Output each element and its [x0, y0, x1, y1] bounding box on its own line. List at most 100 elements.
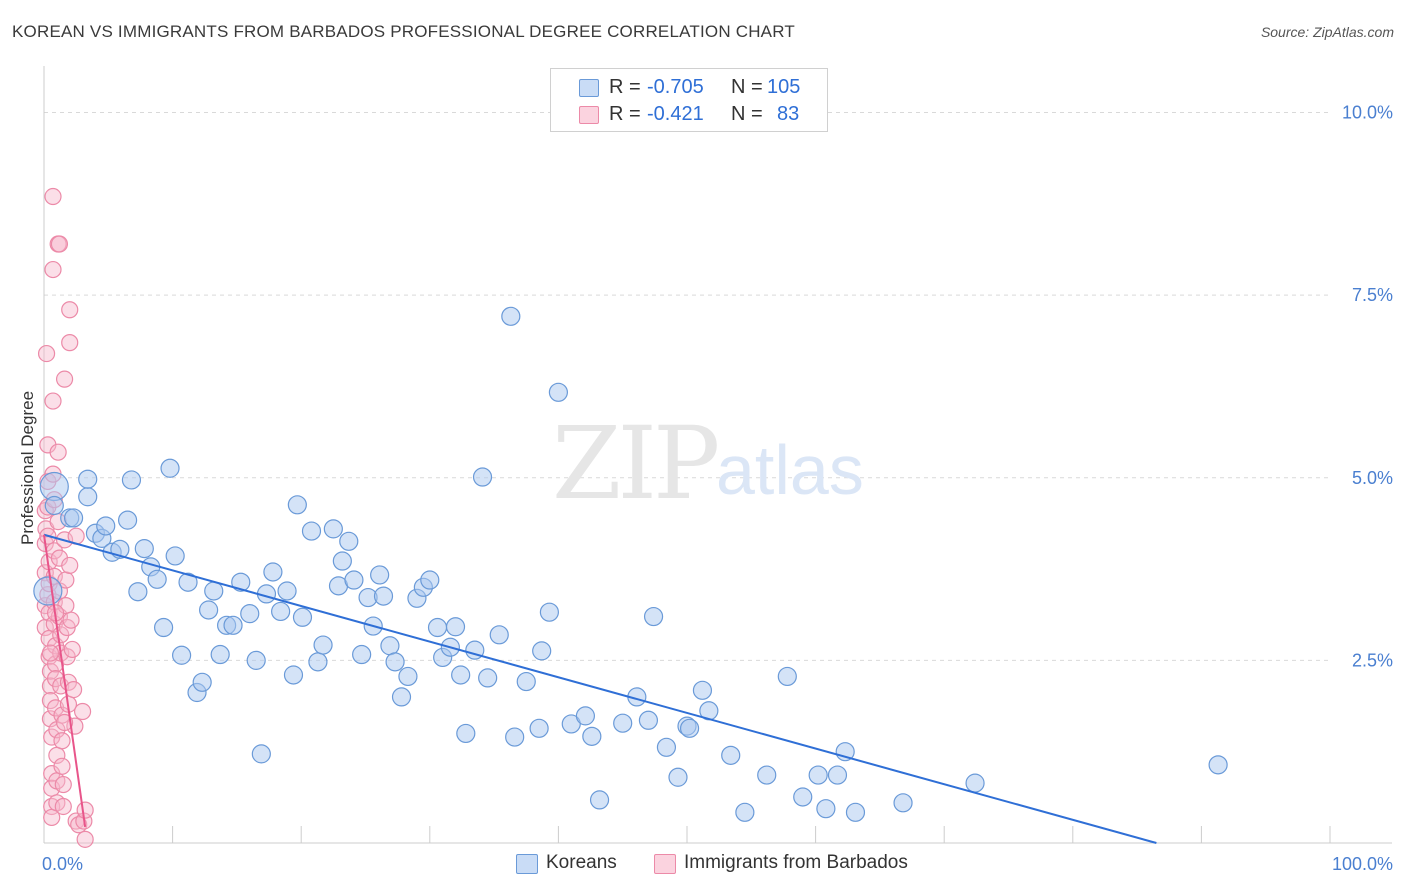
- koreans-point: [816, 799, 836, 819]
- barbados-point: [61, 556, 79, 575]
- barbados-trend-line: [43, 534, 87, 828]
- koreans-point: [575, 706, 596, 726]
- koreans-point: [199, 600, 219, 620]
- koreans-point: [456, 723, 476, 744]
- koreans-point: [398, 666, 418, 687]
- legend-n-label: N =: [731, 103, 763, 125]
- barbados-point: [44, 392, 62, 410]
- koreans-point: [808, 765, 828, 785]
- legend-r-label: R =: [609, 76, 641, 98]
- koreans-point: [283, 665, 304, 685]
- x-tick-label: 100.0%: [1332, 854, 1393, 874]
- barbados-point: [73, 702, 92, 721]
- koreans-point: [845, 802, 866, 822]
- koreans-point: [827, 765, 848, 785]
- koreans-point: [231, 572, 251, 592]
- koreans-point: [192, 672, 212, 692]
- koreans-point: [204, 581, 224, 601]
- legend-swatch-barbados: [654, 854, 676, 874]
- koreans-point: [679, 718, 700, 738]
- koreans-point: [44, 495, 64, 516]
- koreans-point: [451, 665, 471, 685]
- legend-r-value: -0.705: [647, 76, 704, 98]
- koreans-point: [352, 644, 372, 665]
- koreans-point: [643, 606, 664, 627]
- y-axis-title: Professional Degree: [18, 391, 37, 545]
- legend-n-label: N =: [731, 76, 763, 98]
- series-legend: Koreans Immigrants from Barbados: [0, 852, 1406, 878]
- legend-row-barbados: R = -0.421 N = 83: [551, 102, 827, 128]
- koreans-point: [692, 680, 713, 700]
- y-tick-label: 10.0%: [1342, 103, 1393, 123]
- koreans-point: [757, 765, 777, 785]
- koreans-point: [548, 382, 569, 402]
- koreans-points: [33, 306, 1228, 822]
- koreans-point: [638, 710, 659, 730]
- koreans-point: [78, 469, 98, 489]
- legend-row-koreans: R = -0.705 N = 105: [551, 75, 827, 101]
- koreans-point: [308, 652, 328, 672]
- koreans-point: [668, 767, 688, 787]
- koreans-point: [292, 607, 313, 627]
- koreans-point: [505, 727, 525, 747]
- koreans-point: [263, 562, 283, 582]
- koreans-point: [516, 671, 536, 692]
- koreans-point: [589, 790, 610, 810]
- koreans-point: [121, 470, 142, 490]
- koreans-point: [385, 652, 405, 672]
- koreans-point: [420, 570, 440, 590]
- legend-n-value: 105: [767, 76, 801, 98]
- koreans-point: [489, 625, 509, 645]
- ticks: 2.5% 5.0% 7.5% 10.0% 0.0% 100.0%: [42, 103, 1393, 874]
- koreans-point: [323, 519, 343, 539]
- koreans-point: [529, 718, 549, 738]
- koreans-point: [380, 636, 400, 656]
- legend-r-label: R =: [609, 103, 641, 125]
- watermark-atlas: atlas: [716, 431, 864, 509]
- koreans-point: [240, 604, 260, 624]
- barbados-point: [50, 235, 69, 253]
- koreans-point: [532, 641, 552, 661]
- koreans-point: [78, 487, 98, 507]
- koreans-point: [165, 546, 185, 566]
- koreans-point: [178, 572, 198, 592]
- koreans-point: [277, 581, 297, 601]
- legend-swatch-koreans: [579, 79, 599, 97]
- koreans-point: [134, 539, 154, 559]
- koreans-point: [223, 615, 243, 635]
- koreans-point: [210, 644, 230, 665]
- koreans-point: [287, 495, 307, 515]
- barbados-point: [54, 797, 72, 816]
- barbados-point: [37, 344, 56, 363]
- barbados-point: [61, 301, 79, 319]
- koreans-point: [147, 569, 167, 589]
- stats-legend: R = -0.705 N = 105 R = -0.421 N = 83: [550, 68, 828, 132]
- koreans-point: [582, 726, 602, 746]
- koreans-point: [370, 565, 390, 585]
- koreans-point: [613, 713, 633, 733]
- legend-swatch-koreans: [516, 854, 538, 874]
- koreans-trend-line: [43, 533, 1157, 844]
- koreans-point: [117, 510, 138, 530]
- legend-r-value: -0.421: [647, 103, 704, 125]
- koreans-point: [332, 551, 352, 571]
- koreans-point: [656, 737, 677, 757]
- koreans-point: [160, 458, 180, 478]
- koreans-point: [246, 650, 266, 670]
- koreans-point: [478, 668, 498, 688]
- koreans-point: [33, 576, 63, 606]
- barbados-point: [53, 757, 71, 775]
- legend-label-barbados: Immigrants from Barbados: [684, 852, 908, 873]
- koreans-point: [501, 306, 521, 326]
- koreans-point: [445, 617, 466, 637]
- koreans-point: [339, 531, 359, 551]
- barbados-point: [53, 732, 71, 750]
- koreans-point: [893, 793, 913, 813]
- koreans-point: [153, 617, 174, 638]
- koreans-point: [793, 787, 813, 807]
- koreans-point: [539, 602, 559, 622]
- barbados-point: [64, 680, 83, 699]
- koreans-point: [391, 687, 412, 707]
- koreans-point: [63, 508, 84, 528]
